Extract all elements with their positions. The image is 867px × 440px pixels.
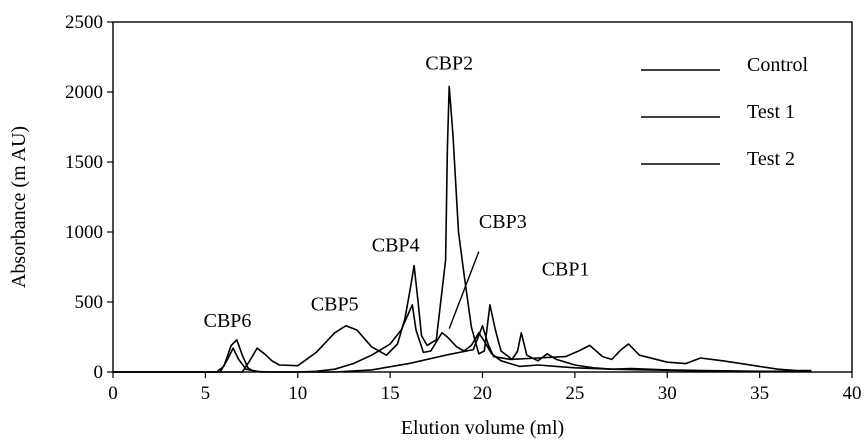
series-lines xyxy=(113,85,812,373)
x-tick-label: 25 xyxy=(565,383,584,404)
y-axis-title: Absorbance (m AU) xyxy=(8,126,30,288)
axis-ticks: 0 5 10 15 20 25 30 35 40 0 500 1000 1500 2000 2500 xyxy=(65,12,862,404)
y-tick-label: 1500 xyxy=(65,152,103,173)
x-tick-label: 0 xyxy=(108,383,118,404)
y-tick-label: 1000 xyxy=(65,222,103,243)
legend-label: Test 2 xyxy=(747,148,795,170)
y-tick-label: 2000 xyxy=(65,82,103,103)
peak-annotations: CBP1 CBP2 CBP3 CBP4 CBP5 CBP6 xyxy=(204,53,590,333)
series-line-test-1 xyxy=(113,85,812,373)
peak-label: CBP4 xyxy=(372,235,420,257)
x-tick-label: 5 xyxy=(201,383,211,404)
y-tick-label: 0 xyxy=(94,362,104,383)
x-tick-label: 20 xyxy=(473,383,492,404)
x-axis-title: Elution volume (ml) xyxy=(401,417,564,439)
peak-label: CBP5 xyxy=(311,293,359,315)
peak-label: CBP2 xyxy=(425,53,473,75)
legend-label: Test 1 xyxy=(747,101,795,123)
x-tick-label: 10 xyxy=(288,383,307,404)
legend: Control Test 1 Test 2 xyxy=(641,54,809,170)
series-line-test-2 xyxy=(113,304,812,373)
x-tick-label: 15 xyxy=(381,383,400,404)
peak-label: CBP1 xyxy=(542,258,590,280)
cbp3-pointer-line xyxy=(448,251,480,329)
x-tick-label: 35 xyxy=(750,383,769,404)
legend-label: Control xyxy=(747,54,809,76)
series-line-control xyxy=(113,325,812,373)
y-tick-label: 500 xyxy=(75,292,104,313)
y-tick-label: 2500 xyxy=(65,12,103,33)
peak-label: CBP6 xyxy=(204,310,252,332)
x-tick-label: 40 xyxy=(843,383,862,404)
peak-label: CBP3 xyxy=(479,211,527,233)
x-tick-label: 30 xyxy=(658,383,677,404)
